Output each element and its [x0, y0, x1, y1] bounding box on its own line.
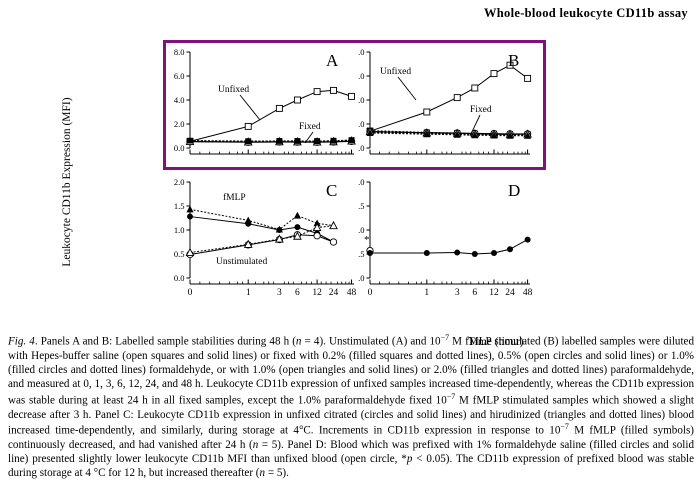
svg-text:2.0: 2.0: [358, 177, 365, 187]
caption-text-6: = 5). Panel D: Blood which was prefixed …: [8, 438, 694, 466]
caption-sup-2: −7: [446, 391, 456, 401]
x-axis-title: Time (hour): [468, 336, 524, 348]
svg-text:0.5: 0.5: [174, 249, 185, 259]
caption-text-4: M fMLP stimulated samples which showed a…: [8, 394, 694, 437]
caption-figure-number: Fig. 4: [8, 335, 35, 348]
svg-text:Unfixed: Unfixed: [218, 84, 249, 95]
svg-text:6: 6: [472, 288, 477, 298]
svg-text:24: 24: [329, 288, 339, 298]
chart-panel-b: 0.0 2.0 4.0 6.0 8.0 B Unfixed Fixed: [358, 44, 544, 169]
svg-text:2.0: 2.0: [174, 177, 185, 187]
svg-text:4.0: 4.0: [358, 95, 365, 105]
caption-text-7: < 0.05). The CD11b expression of prefixe…: [8, 453, 695, 480]
svg-text:0.0: 0.0: [358, 273, 365, 283]
svg-text:1.0: 1.0: [358, 225, 365, 235]
svg-text:B: B: [508, 51, 519, 70]
caption-text-5: M fMLP (filled symbols) continuously dec…: [8, 424, 694, 451]
svg-text:6.0: 6.0: [358, 71, 365, 81]
svg-text:C: C: [326, 181, 337, 200]
caption-n-3: n: [259, 467, 266, 480]
panel-d-plot: 0.0 0.5 1.0 1.5 2.0 0 1 3 6 12 24 48 D *: [358, 177, 533, 298]
caption-n-2: n: [252, 438, 259, 451]
svg-text:2.0: 2.0: [358, 119, 365, 129]
svg-text:1.5: 1.5: [358, 201, 365, 211]
caption-text-1: . Panels A and B: Labelled sample stabil…: [34, 335, 296, 348]
svg-text:0.5: 0.5: [358, 249, 365, 259]
svg-text:1.5: 1.5: [174, 201, 185, 211]
figure-caption: Fig. 4. Panels A and B: Labelled sample …: [8, 333, 694, 481]
panel-b-svg: 0.0 2.0 4.0 6.0 8.0 B Unfixed Fixed: [358, 47, 532, 155]
svg-text:Fixed: Fixed: [299, 122, 321, 132]
figure-panel-group: Leukocyte CD11b Expression (MFI) Time (h…: [0, 34, 700, 348]
panel-a-plot: 0.0 2.0 4.0 6.0 8.0 A Unfixed Fixed: [174, 47, 356, 155]
chart-panel-a: 0.0 2.0 4.0 6.0 8.0 A Unfixed Fixed: [168, 44, 368, 169]
svg-text:fMLP: fMLP: [223, 192, 246, 203]
caption-text-8: = 5).: [265, 467, 289, 480]
page-title: Whole-blood leukocyte CD11b assay: [483, 6, 688, 20]
svg-text:12: 12: [312, 288, 322, 298]
svg-text:6: 6: [295, 288, 300, 298]
svg-text:8.0: 8.0: [358, 47, 365, 57]
svg-text:0: 0: [188, 288, 193, 298]
svg-text:1: 1: [246, 288, 251, 298]
svg-text:6.0: 6.0: [174, 71, 185, 81]
svg-text:1.0: 1.0: [174, 225, 185, 235]
svg-text:12: 12: [489, 288, 499, 298]
caption-n-1: n: [295, 335, 302, 348]
svg-text:0: 0: [368, 288, 373, 298]
svg-text:Unstimulated: Unstimulated: [216, 257, 267, 267]
svg-text:0.0: 0.0: [174, 273, 185, 283]
svg-text:8.0: 8.0: [174, 47, 185, 57]
svg-text:*: *: [364, 234, 370, 246]
svg-text:3: 3: [277, 288, 282, 298]
svg-text:4.0: 4.0: [174, 95, 185, 105]
svg-text:Unfixed: Unfixed: [380, 66, 411, 77]
svg-text:48: 48: [347, 288, 357, 298]
panel-a-svg: 0.0 2.0 4.0 6.0 8.0 A Unfixed Fixed: [174, 47, 356, 155]
svg-text:48: 48: [523, 288, 533, 298]
svg-text:Fixed: Fixed: [470, 105, 492, 115]
panel-b-plot: 0.0 2.0 4.0 6.0 8.0 B Unfixed Fixed: [358, 47, 532, 155]
caption-p: p: [406, 453, 413, 466]
caption-sup-3: −7: [560, 421, 569, 431]
chart-panel-d: 0.0 0.5 1.0 1.5 2.0 0 1 3 6 12 24 48 D *: [358, 174, 544, 314]
svg-text:3: 3: [455, 288, 460, 298]
panel-d-svg: 0.0 0.5 1.0 1.5 2.0 0 1 3 6 12 24 48 D *: [358, 177, 533, 298]
svg-text:2.0: 2.0: [174, 119, 185, 129]
y-axis-title: Leukocyte CD11b Expression (MFI): [61, 97, 73, 267]
svg-text:1: 1: [424, 288, 429, 298]
caption-sup-1: −7: [440, 333, 450, 342]
svg-text:D: D: [508, 181, 520, 200]
svg-text:0.0: 0.0: [358, 143, 365, 153]
svg-text:24: 24: [505, 288, 515, 298]
svg-text:A: A: [326, 51, 339, 70]
caption-text-3: M fMLP stimulated (B) labelled samples w…: [8, 335, 695, 407]
caption-text-2: = 4). Unstimulated (A) and 10: [301, 335, 441, 348]
svg-text:0.0: 0.0: [174, 143, 185, 153]
